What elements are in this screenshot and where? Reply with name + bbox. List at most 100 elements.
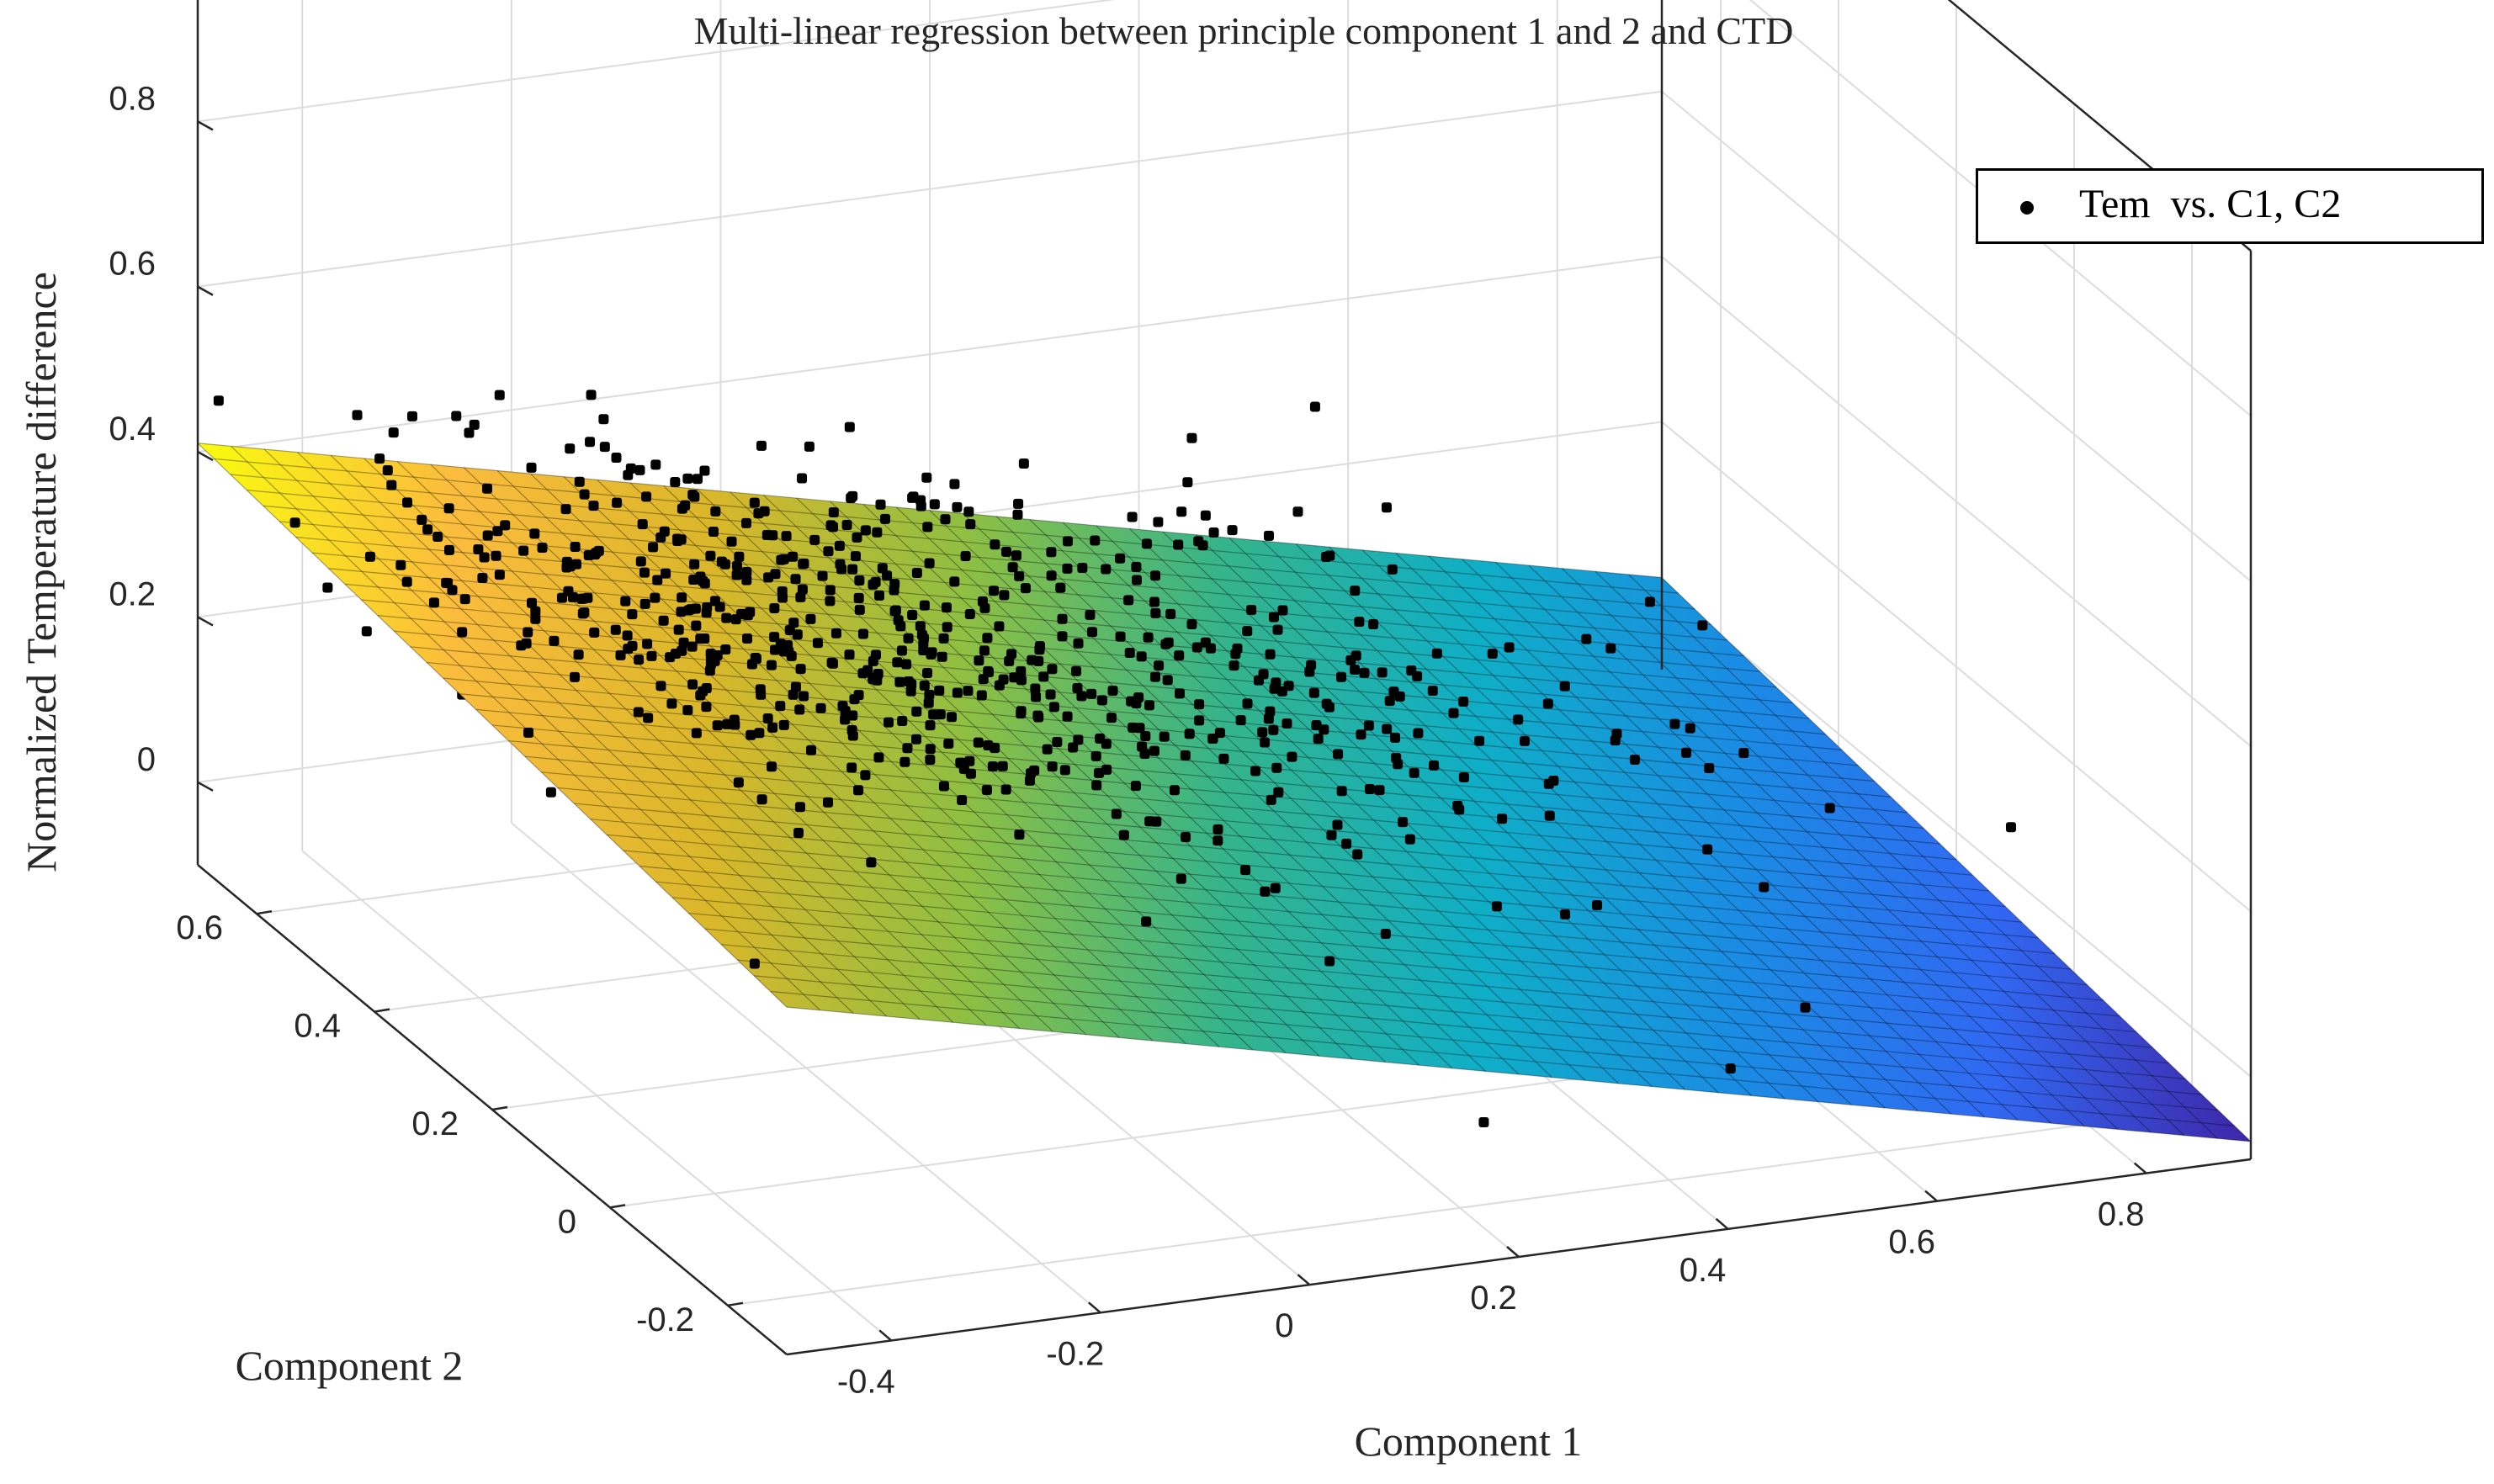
data-point [482,530,493,541]
data-point [1016,665,1027,676]
data-point [854,604,865,615]
data-point [1052,736,1063,747]
data-point [1011,550,1021,561]
data-point [1605,643,1616,654]
data-point [622,630,633,641]
data-point [374,453,385,464]
plane-mesh-line-x [530,473,1120,1038]
x-tick-label: -0.4 [837,1363,895,1400]
data-point [658,615,669,626]
plane-mesh-line-y [247,490,1711,625]
data-point [762,713,773,723]
data-point [1141,538,1152,549]
data-point [733,777,744,788]
data-point [1352,849,1363,860]
data-point [526,597,537,608]
data-point [361,626,372,637]
data-point [940,514,951,525]
data-point [915,621,926,632]
plane-mesh-line-y [475,708,1940,845]
data-point [753,508,764,519]
data-point [560,504,571,515]
x-tick-mark [878,1329,893,1342]
data-point [1543,778,1554,789]
data-point [1027,655,1037,665]
data-point [976,690,987,701]
data-point [1131,575,1142,586]
data-point [1101,564,1112,575]
y-tick-label: 0.6 [176,909,223,946]
data-point [1186,432,1197,443]
data-point [941,602,952,613]
data-point [494,390,505,400]
data-point [395,559,406,570]
data-point [745,607,756,617]
data-point [1163,637,1174,648]
data-point [639,567,650,578]
data-point [799,691,809,702]
data-point [937,651,947,662]
data-point [213,395,224,406]
data-point [1131,697,1142,708]
y-tick-label: -0.2 [636,1301,694,1338]
plane-mesh-line-y [279,521,1744,657]
plane-mesh-line-x [1329,546,1918,1112]
data-point [767,722,778,733]
data-point [570,559,581,570]
plane-mesh-line-y [639,865,2104,1001]
data-point [1048,702,1059,713]
data-point [1057,613,1068,624]
data-point [1458,697,1469,708]
data-point [2005,822,2016,833]
data-point [1115,553,1126,564]
data-point [726,536,737,547]
data-point [611,452,622,463]
data-point [978,674,989,685]
z-tick-mark [197,781,214,792]
data-point [806,745,817,755]
data-point [1581,633,1592,644]
plane-mesh-line-x [1262,540,1852,1105]
data-point [588,501,599,511]
data-point [892,657,903,668]
data-point [1592,899,1603,910]
data-point [847,710,858,721]
data-point [701,683,712,694]
data-point [1544,810,1555,821]
data-point [705,659,716,670]
data-point [926,647,937,658]
data-point [1413,728,1424,739]
plane-mesh-line-y [214,458,1679,594]
data-point [1150,570,1161,581]
data-point [1016,706,1027,717]
data-point [1377,667,1388,678]
data-point [1062,563,1073,574]
data-point [1321,698,1332,709]
data-point [386,480,397,490]
data-point [650,592,661,603]
data-point [1393,759,1404,770]
data-point [1283,681,1294,692]
data-point [823,797,834,808]
data-point [1159,731,1170,742]
data-point [1200,637,1211,648]
data-point [422,524,433,535]
data-point [1174,650,1185,661]
data-point [699,578,710,589]
data-point [825,596,836,607]
data-point [1149,596,1160,607]
data-point [1059,765,1070,776]
data-point [928,709,939,720]
data-point [825,585,836,596]
data-point [699,465,710,476]
z-tick-label: 0 [137,741,156,778]
data-point [680,500,691,511]
plane-mesh-line-y [230,474,1695,610]
data-point [924,689,935,700]
data-point [860,770,871,781]
data-point [974,655,984,666]
data-point [894,676,905,687]
data-point [530,606,541,617]
data-point [477,573,488,584]
data-point [576,593,587,604]
